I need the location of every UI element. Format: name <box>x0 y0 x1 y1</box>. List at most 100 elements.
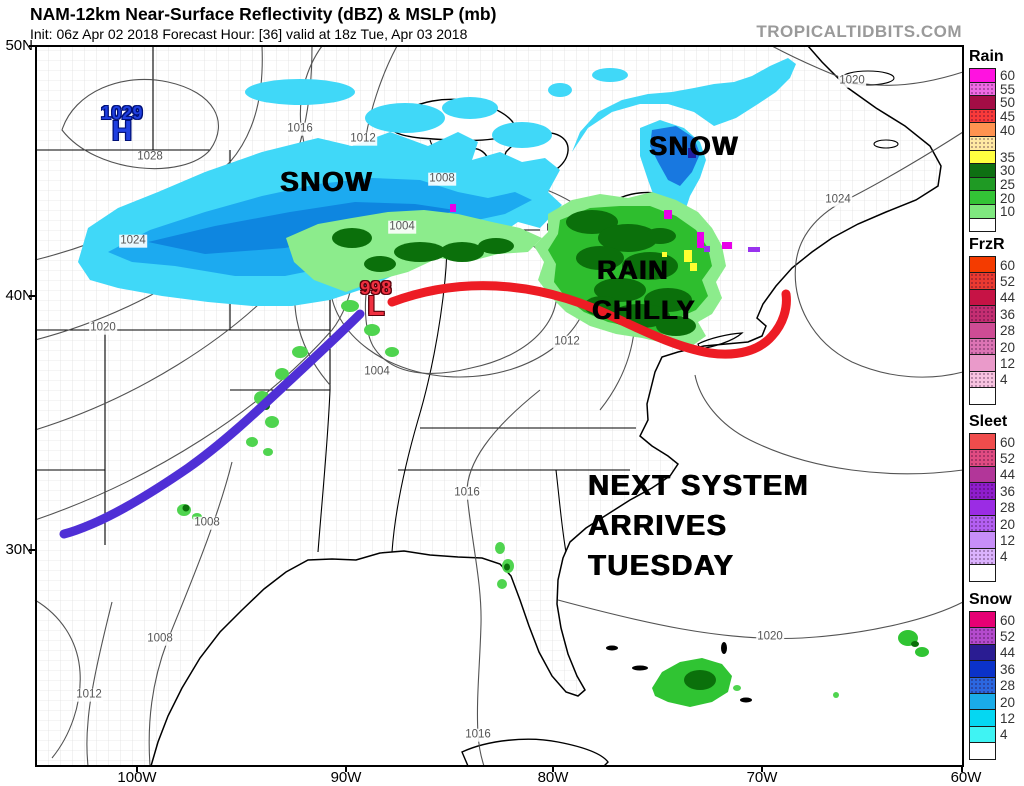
legend-row: 60 <box>969 256 1024 274</box>
legend-swatch <box>969 68 996 83</box>
legend-swatch <box>969 135 996 151</box>
lon-label-90W: 90W <box>330 769 362 786</box>
legend-swatch <box>969 564 996 582</box>
legend-value: 55 <box>1000 81 1016 97</box>
legend-title: Snow <box>969 591 1012 608</box>
legend-swatch <box>969 611 996 629</box>
lon-tick <box>345 766 347 772</box>
legend-swatch <box>969 288 996 307</box>
legend-title: FrzR <box>969 236 1005 253</box>
legend-swatch <box>969 692 996 711</box>
legend-swatch <box>969 370 996 389</box>
legend-value: 25 <box>1000 177 1016 193</box>
legend-row: 10 <box>969 203 1024 220</box>
pressure-value: 1029 <box>100 103 144 123</box>
legend-row: 52 <box>969 449 1024 467</box>
legend-value: 12 <box>1000 711 1016 727</box>
legend-row: 60 <box>969 611 1024 629</box>
legend-swatch <box>969 627 996 645</box>
isobar-label-1016: 1016 <box>286 122 314 136</box>
lon-label-70W: 70W <box>746 769 778 786</box>
lat-label-40N: 40N <box>5 287 33 305</box>
isobar-label-1028: 1028 <box>136 150 164 164</box>
legend-row <box>969 564 1024 582</box>
legend-value: 44 <box>1000 645 1016 661</box>
legend-row: 20 <box>969 514 1024 533</box>
legend-swatch <box>969 465 996 484</box>
annotation-snow: SNOW <box>280 166 374 197</box>
legend-value: 4 <box>1000 372 1008 388</box>
legend-row: 20 <box>969 692 1024 711</box>
legend-value: 36 <box>1000 483 1016 499</box>
legend-value: 60 <box>1000 434 1016 450</box>
legend-row: 20 <box>969 190 1024 206</box>
isobar-label-1024: 1024 <box>119 234 147 248</box>
legend-value: 52 <box>1000 274 1016 290</box>
legend-title: Sleet <box>969 413 1008 430</box>
legend-value: 20 <box>1000 694 1016 710</box>
annotation-chilly: CHILLY <box>592 295 697 325</box>
isobar-label-1008: 1008 <box>193 516 221 530</box>
lon-tick <box>552 766 554 772</box>
legend-row <box>969 217 1024 233</box>
legend-swatch <box>969 643 996 662</box>
legend-value: 28 <box>1000 500 1016 516</box>
lat-tick <box>29 45 36 47</box>
legend-swatch <box>969 433 996 451</box>
annotation-next-system: NEXT SYSTEM <box>588 470 810 502</box>
legend-row: 12 <box>969 531 1024 549</box>
legend-swatch <box>969 337 996 356</box>
legend-swatch <box>969 725 996 744</box>
map-border <box>35 45 964 767</box>
legend-value: 52 <box>1000 629 1016 645</box>
legend-value: 10 <box>1000 204 1016 220</box>
front-lines <box>59 281 791 539</box>
legend-swatch <box>969 190 996 205</box>
legend-swatch <box>969 676 996 694</box>
legend-row: 50 <box>969 95 1024 110</box>
legend-row: 44 <box>969 643 1024 662</box>
isobar-label-1004: 1004 <box>388 220 416 234</box>
legend-row: 25 <box>969 176 1024 193</box>
legend-row: 4 <box>969 370 1024 389</box>
legend-swatch <box>969 547 996 566</box>
pressure-marker-H: 1029 H <box>100 103 144 145</box>
isobar-label-1008: 1008 <box>146 632 174 646</box>
legend-swatch <box>969 321 996 339</box>
legend-value: 20 <box>1000 339 1016 355</box>
legend-row: 28 <box>969 321 1024 339</box>
lon-label-80W: 80W <box>537 769 569 786</box>
legend-row: 28 <box>969 498 1024 516</box>
legend-row <box>969 135 1024 151</box>
lat-tick <box>29 295 36 297</box>
legend-swatch <box>969 122 996 137</box>
legend-swatch <box>969 305 996 323</box>
legend-row: 52 <box>969 272 1024 290</box>
isobar-label-1020: 1020 <box>838 74 866 88</box>
legend-row: 60 <box>969 68 1024 83</box>
legend-frzr: FrzR 60 52 44 36 28 20 12 4 <box>969 236 1024 405</box>
legend-value: 12 <box>1000 533 1016 549</box>
warm-front-line <box>387 281 791 359</box>
legend-snow: Snow 60 52 44 36 28 20 12 4 <box>969 591 1024 760</box>
legend-row: 40 <box>969 122 1024 138</box>
legend-value: 28 <box>1000 678 1016 694</box>
legend-swatch <box>969 149 996 165</box>
legend-row: 12 <box>969 354 1024 372</box>
lon-tick <box>136 766 138 772</box>
lon-label-60W: 60W <box>950 769 982 786</box>
legend-value: 4 <box>1000 727 1008 743</box>
legend-value: 36 <box>1000 661 1016 677</box>
legend-swatch <box>969 108 996 124</box>
annotation-tuesday: TUESDAY <box>588 550 735 582</box>
lat-label-50N: 50N <box>5 37 33 55</box>
legend-swatch <box>969 163 996 178</box>
legend-row: 36 <box>969 482 1024 500</box>
legend-value: 52 <box>1000 451 1016 467</box>
lon-tick <box>961 766 963 772</box>
legend-swatch <box>969 95 996 110</box>
legend-swatch <box>969 256 996 274</box>
legend-value: 20 <box>1000 190 1016 206</box>
